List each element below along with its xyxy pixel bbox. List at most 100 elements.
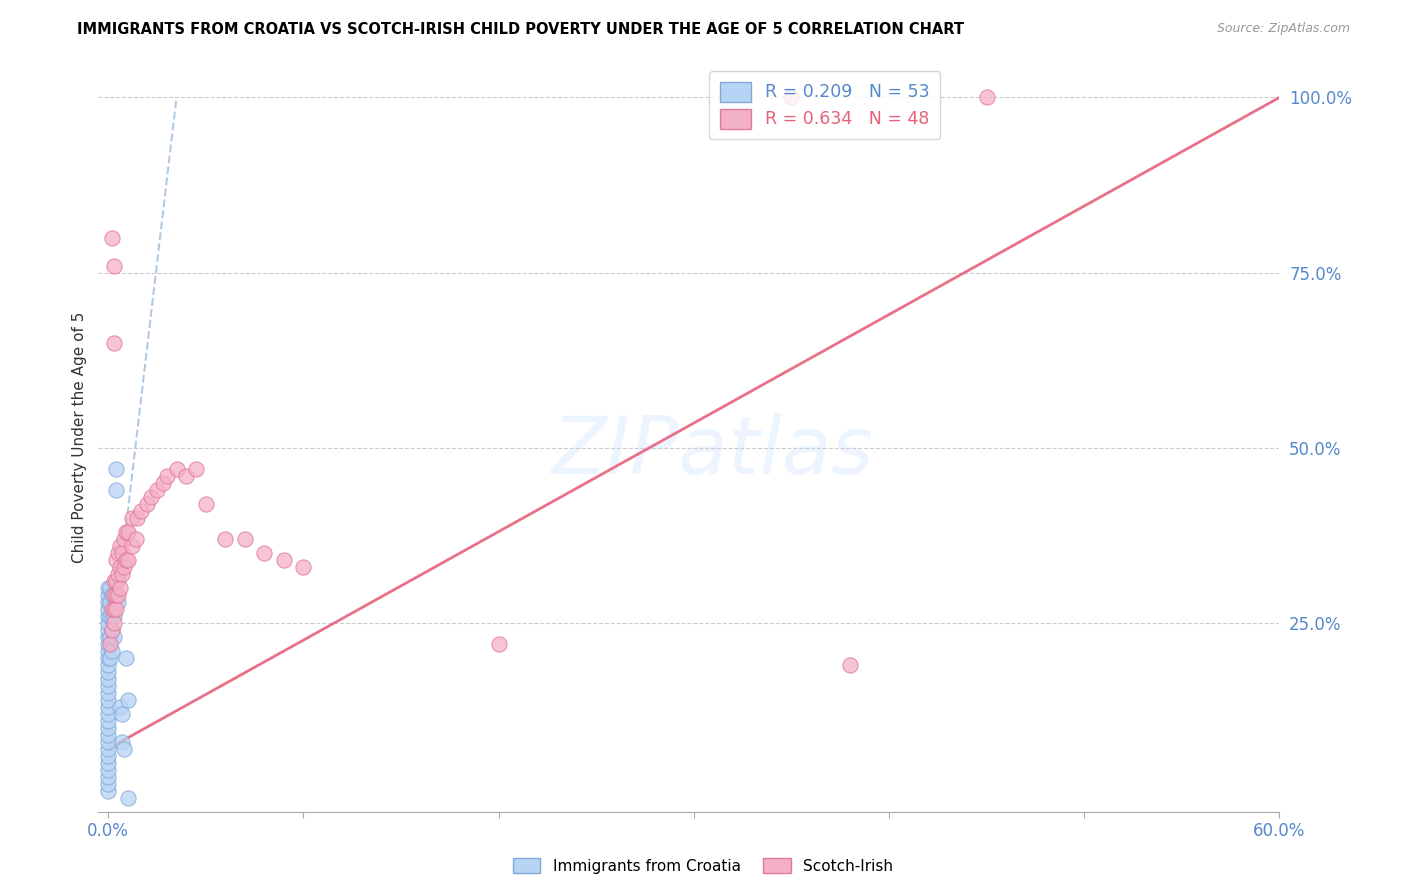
- Point: [97, 763, 120, 777]
- Text: ZIPatlas: ZIPatlas: [551, 413, 873, 491]
- Point: [107, 566, 129, 581]
- Point: [184, 461, 207, 475]
- Point: [101, 623, 124, 637]
- Point: [103, 588, 125, 602]
- Point: [233, 532, 256, 546]
- Point: [97, 706, 120, 721]
- Point: [97, 714, 120, 728]
- Point: [104, 588, 127, 602]
- Point: [253, 546, 276, 560]
- Point: [101, 230, 124, 244]
- Point: [103, 259, 125, 273]
- Point: [97, 650, 120, 665]
- Point: [103, 608, 125, 623]
- Point: [101, 643, 124, 657]
- Point: [97, 608, 120, 623]
- Legend: Immigrants from Croatia, Scotch-Irish: Immigrants from Croatia, Scotch-Irish: [506, 852, 900, 880]
- Point: [111, 734, 134, 748]
- Point: [121, 510, 143, 524]
- Point: [104, 483, 127, 497]
- Point: [97, 615, 120, 630]
- Point: [976, 90, 998, 104]
- Point: [111, 546, 134, 560]
- Point: [103, 588, 125, 602]
- Point: [112, 532, 135, 546]
- Point: [97, 728, 120, 742]
- Point: [97, 581, 120, 595]
- Point: [114, 552, 136, 566]
- Point: [780, 90, 803, 104]
- Point: [98, 637, 121, 651]
- Point: [97, 601, 120, 615]
- Point: [97, 699, 120, 714]
- Point: [97, 630, 120, 644]
- Point: [103, 601, 125, 615]
- Point: [97, 756, 120, 770]
- Point: [97, 692, 120, 706]
- Point: [146, 483, 169, 497]
- Point: [97, 721, 120, 735]
- Point: [104, 574, 127, 588]
- Point: [98, 594, 121, 608]
- Text: IMMIGRANTS FROM CROATIA VS SCOTCH-IRISH CHILD POVERTY UNDER THE AGE OF 5 CORRELA: IMMIGRANTS FROM CROATIA VS SCOTCH-IRISH …: [77, 22, 965, 37]
- Point: [97, 783, 120, 797]
- Point: [107, 574, 129, 588]
- Point: [214, 532, 236, 546]
- Point: [108, 581, 131, 595]
- Point: [166, 461, 188, 475]
- Point: [127, 510, 149, 524]
- Point: [273, 552, 295, 566]
- Point: [112, 559, 135, 574]
- Point: [97, 748, 120, 763]
- Point: [114, 650, 136, 665]
- Point: [174, 468, 197, 483]
- Point: [194, 497, 217, 511]
- Point: [107, 588, 129, 602]
- Point: [108, 699, 131, 714]
- Point: [107, 546, 129, 560]
- Point: [97, 623, 120, 637]
- Point: [101, 623, 124, 637]
- Point: [488, 637, 510, 651]
- Text: Source: ZipAtlas.com: Source: ZipAtlas.com: [1216, 22, 1350, 36]
- Point: [111, 706, 134, 721]
- Point: [139, 490, 162, 504]
- Point: [97, 643, 120, 657]
- Point: [97, 665, 120, 679]
- Point: [117, 552, 139, 566]
- Point: [103, 574, 125, 588]
- Point: [98, 608, 121, 623]
- Point: [97, 686, 120, 700]
- Point: [117, 524, 139, 539]
- Point: [121, 539, 143, 553]
- Point: [156, 468, 179, 483]
- Point: [97, 741, 120, 756]
- Point: [104, 461, 127, 475]
- Point: [97, 588, 120, 602]
- Point: [97, 679, 120, 693]
- Point: [98, 581, 121, 595]
- Point: [107, 594, 129, 608]
- Point: [111, 566, 134, 581]
- Point: [103, 615, 125, 630]
- Point: [97, 770, 120, 784]
- Y-axis label: Child Poverty Under the Age of 5: Child Poverty Under the Age of 5: [72, 311, 87, 563]
- Point: [97, 637, 120, 651]
- Point: [98, 630, 121, 644]
- Point: [104, 552, 127, 566]
- Point: [117, 692, 139, 706]
- Point: [97, 777, 120, 791]
- Point: [101, 608, 124, 623]
- Legend: R = 0.209   N = 53, R = 0.634   N = 48: R = 0.209 N = 53, R = 0.634 N = 48: [710, 71, 941, 139]
- Point: [114, 524, 136, 539]
- Point: [97, 657, 120, 672]
- Point: [108, 539, 131, 553]
- Point: [136, 497, 159, 511]
- Point: [101, 601, 124, 615]
- Point: [103, 630, 125, 644]
- Point: [103, 335, 125, 350]
- Point: [124, 532, 146, 546]
- Point: [97, 734, 120, 748]
- Point: [152, 475, 174, 490]
- Point: [97, 594, 120, 608]
